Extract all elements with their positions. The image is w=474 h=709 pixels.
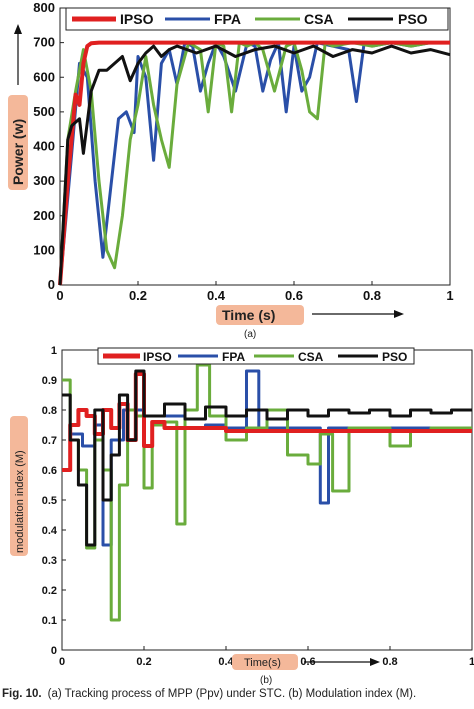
y-axis-label-b: modulation index (M) <box>14 450 26 553</box>
y-tick-label: 100 <box>33 242 55 257</box>
x-axis-label-a: Time (s) <box>222 307 275 323</box>
y-tick-label: 0.7 <box>42 435 57 447</box>
x-label-box-b <box>232 654 298 670</box>
legend-label-ipso-a: IPSO <box>120 11 154 27</box>
y-tick-label: 0.3 <box>42 555 57 567</box>
x-tick-label: 1 <box>446 288 453 303</box>
series-line-pso-b <box>62 369 472 547</box>
y-tick-label: 0.9 <box>42 375 57 387</box>
legend-a: IPSO FPA CSA PSO <box>65 7 449 31</box>
x-axis-label-b: Time(s) <box>244 657 281 669</box>
legend-label-ipso-b: IPSO <box>143 350 172 364</box>
legend-label-fpa-b: FPA <box>222 350 245 364</box>
y-tick-label: 1 <box>51 345 57 357</box>
y-label-box-a <box>8 95 28 190</box>
x-tick-label: 0.8 <box>382 656 397 668</box>
series-b <box>62 363 472 622</box>
y-axis-arrowhead-a <box>14 24 22 34</box>
y-tick-label: 0 <box>51 645 57 657</box>
y-tick-label: 0.1 <box>42 615 57 627</box>
y-tick-label: 0.8 <box>42 405 57 417</box>
y-tick-label: 200 <box>33 208 55 223</box>
y-tick-label: 0.4 <box>42 525 58 537</box>
y-axis-label-a: Power (w) <box>10 119 26 185</box>
legend-label-csa-b: CSA <box>298 350 324 364</box>
x-axis-arrowhead-a <box>394 310 404 318</box>
caption-text: (a) Tracking process of MPP (Ppv) under … <box>47 688 417 700</box>
x-tick-label: 0.8 <box>363 288 381 303</box>
caption-label: Fig. 10. <box>2 688 42 700</box>
y-tick-label: 800 <box>33 0 55 15</box>
y-tick-label: 0.2 <box>42 585 57 597</box>
y-tick-label: 0 <box>48 277 55 292</box>
x-tick-label: 0.2 <box>136 656 151 668</box>
y-tick-label: 500 <box>33 104 55 119</box>
legend-label-csa-a: CSA <box>304 11 334 27</box>
series-line-pso-a <box>58 44 451 286</box>
y-ticks-b: 0 0.1 0.2 0.3 0.4 0.5 0.6 0.7 0.8 0.9 1 <box>42 345 66 657</box>
y-label-box-b <box>10 416 28 556</box>
series-line-ipso-a <box>58 40 450 286</box>
legend-label-pso-a: PSO <box>398 11 428 27</box>
y-tick-label: 300 <box>33 173 55 188</box>
x-tick-label: 0.2 <box>129 288 147 303</box>
y-tick-label: 700 <box>33 35 55 50</box>
x-tick-label: 0.4 <box>218 656 234 668</box>
legend-label-pso-b: PSO <box>382 350 407 364</box>
x-tick-label: 0 <box>59 656 65 668</box>
x-tick-label: 1 <box>469 656 474 668</box>
panel-a: 0 100 200 300 400 500 600 700 800 0 0.2 0.4 0.6 0.8 1… <box>8 0 454 340</box>
panel-label-a: (a) <box>244 329 256 340</box>
figure-caption: Fig. 10. (a) Tracking process of MPP (Ppv… <box>2 688 472 700</box>
y-tick-label: 0.5 <box>42 495 57 507</box>
legend-b: IPSO FPA CSA PSO <box>97 347 415 365</box>
panel-b: 0 0.1 0.2 0.3 0.4 0.5 0.6 0.7 0.8 0.9 1 0 0.2 0.4 0.6… <box>10 345 474 686</box>
y-ticks-a: 0 100 200 300 400 500 600 700 800 <box>33 0 64 292</box>
y-tick-label: 600 <box>33 69 55 84</box>
legend-label-fpa-a: FPA <box>214 11 241 27</box>
x-tick-label: 0.4 <box>207 288 226 303</box>
x-ticks-a: 0 0.2 0.4 0.6 0.8 1 <box>56 281 454 303</box>
x-axis-arrowhead-b <box>370 658 380 666</box>
x-tick-label: 0.6 <box>285 288 303 303</box>
x-label-box-a <box>216 305 304 325</box>
panel-label-b: (b) <box>260 675 272 686</box>
x-tick-label: 0 <box>56 288 63 303</box>
series-a <box>58 40 451 286</box>
y-tick-label: 400 <box>33 139 55 154</box>
y-tick-label: 0.6 <box>42 465 57 477</box>
